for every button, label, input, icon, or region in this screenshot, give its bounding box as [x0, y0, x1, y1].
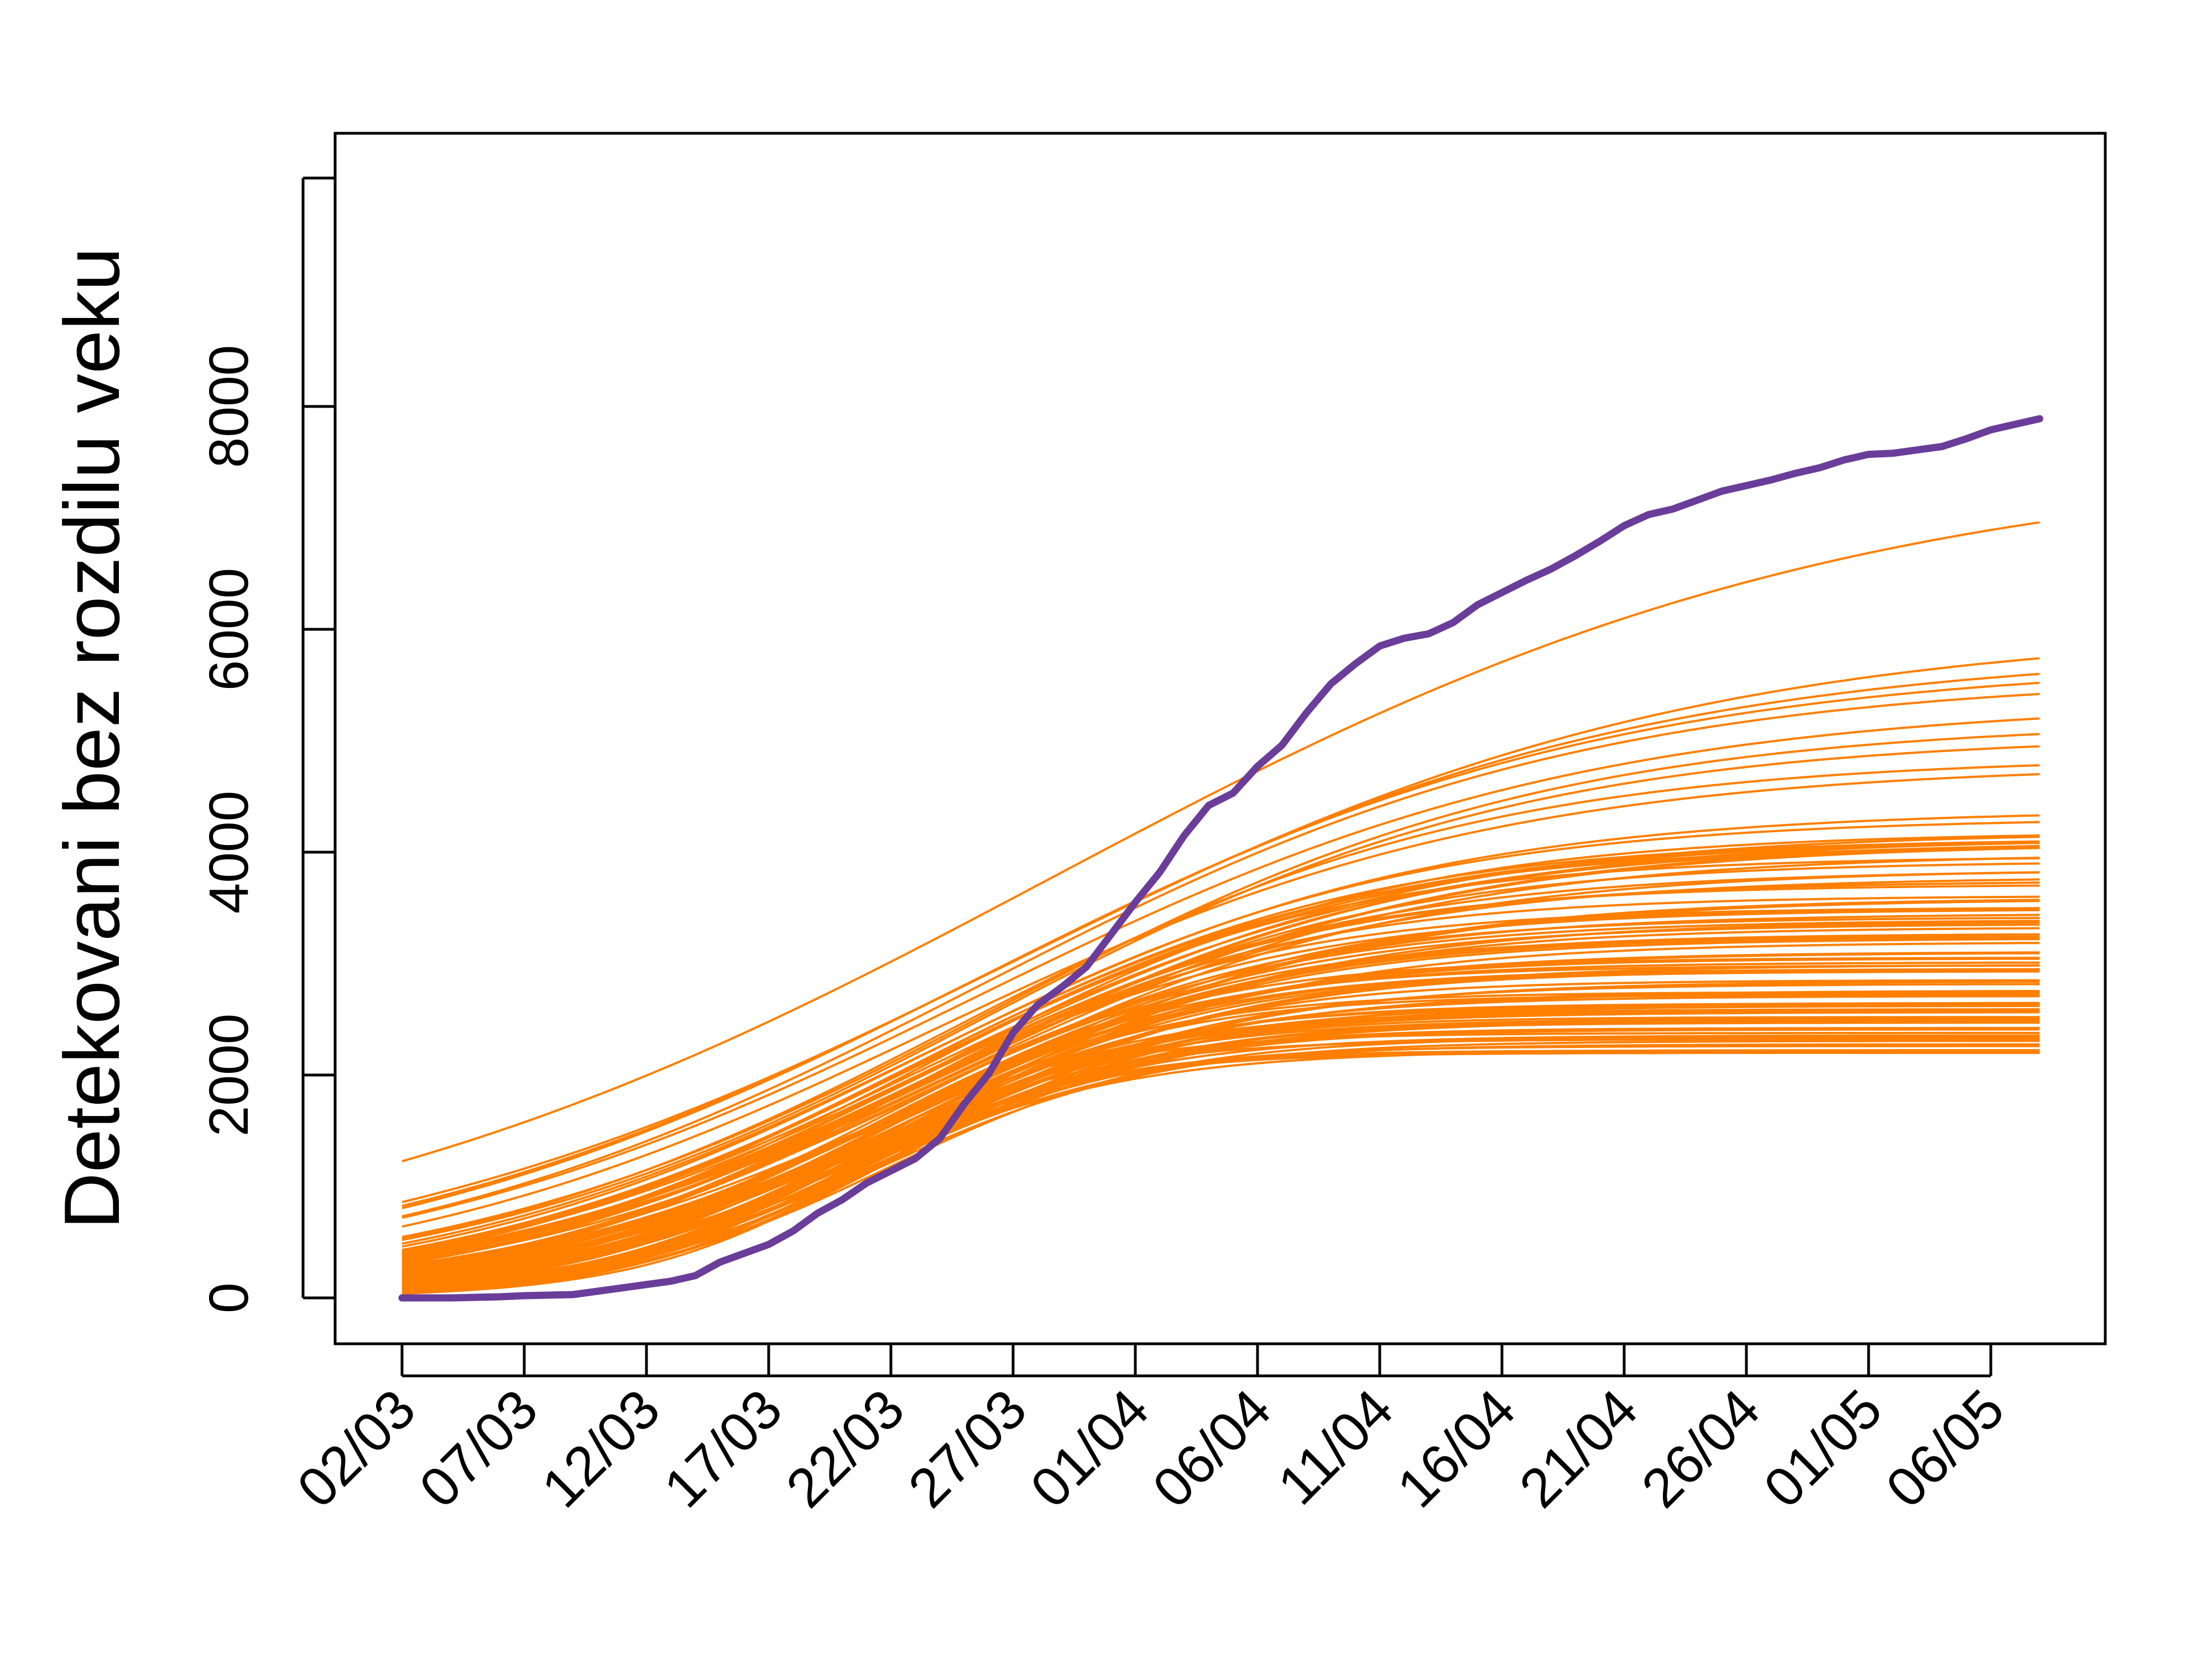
simulation-line: [401, 983, 2040, 1284]
simulation-line: [401, 990, 2040, 1287]
y-axis-title: Detekovani bez rozdilu veku: [48, 247, 136, 1229]
simulation-line: [401, 773, 2040, 1228]
simulation-line: [401, 857, 2040, 1260]
simulation-line: [401, 964, 2040, 1280]
simulation-line: [401, 840, 2040, 1255]
simulation-line: [401, 862, 2040, 1263]
y-tick-label: 8000: [198, 345, 260, 468]
simulation-line: [401, 961, 2040, 1282]
x-tick-label: 12/03: [530, 1378, 671, 1519]
x-tick-label: 01/04: [1019, 1378, 1160, 1519]
simulation-line: [401, 968, 2040, 1285]
simulation-line: [401, 521, 2040, 1162]
simulation-line: [401, 692, 2040, 1218]
simulation-line: [401, 836, 2040, 1253]
simulation-lines: [401, 521, 2040, 1295]
y-tick-label: 6000: [198, 568, 260, 691]
x-axis: 02/0307/0312/0317/0322/0327/0301/0406/04…: [285, 1344, 2016, 1520]
simulation-line: [401, 936, 2040, 1275]
observed-line: [398, 415, 2043, 1302]
simulation-line: [401, 821, 2040, 1248]
plot-frame: [333, 132, 2107, 1345]
simulation-line: [401, 681, 2040, 1209]
x-tick-label: 21/04: [1507, 1378, 1649, 1519]
simulation-line: [401, 847, 2040, 1256]
simulation-line: [401, 900, 2040, 1267]
simulation-line: [401, 881, 2040, 1261]
x-tick-label: 06/05: [1874, 1378, 2016, 1519]
x-tick-label: 11/04: [1266, 1378, 1405, 1516]
x-tick-label: 16/04: [1385, 1378, 1527, 1519]
x-tick-label: 27/03: [896, 1378, 1038, 1519]
simulation-line: [401, 907, 2040, 1271]
simulation-line: [401, 846, 2040, 1255]
simulation-line: [401, 1010, 2040, 1286]
x-tick-label: 02/03: [285, 1378, 427, 1519]
simulation-line: [401, 920, 2040, 1268]
simulation-line: [401, 927, 2040, 1277]
simulation-line: [401, 917, 2040, 1275]
x-tick-label: 07/03: [408, 1378, 549, 1519]
simulation-line: [401, 1049, 2040, 1294]
simulation-line: [401, 1008, 2040, 1291]
observed-line-layer: [398, 415, 2043, 1302]
simulation-line: [401, 846, 2040, 1261]
simulation-line: [401, 942, 2040, 1277]
x-tick-label: 06/04: [1141, 1378, 1282, 1519]
x-tick-label: 17/03: [652, 1378, 794, 1519]
x-tick-label: 26/04: [1630, 1378, 1771, 1519]
y-tick-label: 0: [198, 1282, 260, 1313]
simulation-line: [401, 764, 2040, 1240]
y-axis: 0 2000 4000 6000 8000: [198, 176, 335, 1313]
simulation-line: [401, 1038, 2040, 1291]
x-tick-label: 01/05: [1752, 1378, 1893, 1519]
simulation-line: [401, 717, 2040, 1219]
x-tick-label: 22/03: [774, 1378, 916, 1519]
y-tick-label: 4000: [198, 791, 260, 914]
y-tick-label: 2000: [198, 1014, 260, 1136]
simulation-line: [401, 1028, 2040, 1291]
